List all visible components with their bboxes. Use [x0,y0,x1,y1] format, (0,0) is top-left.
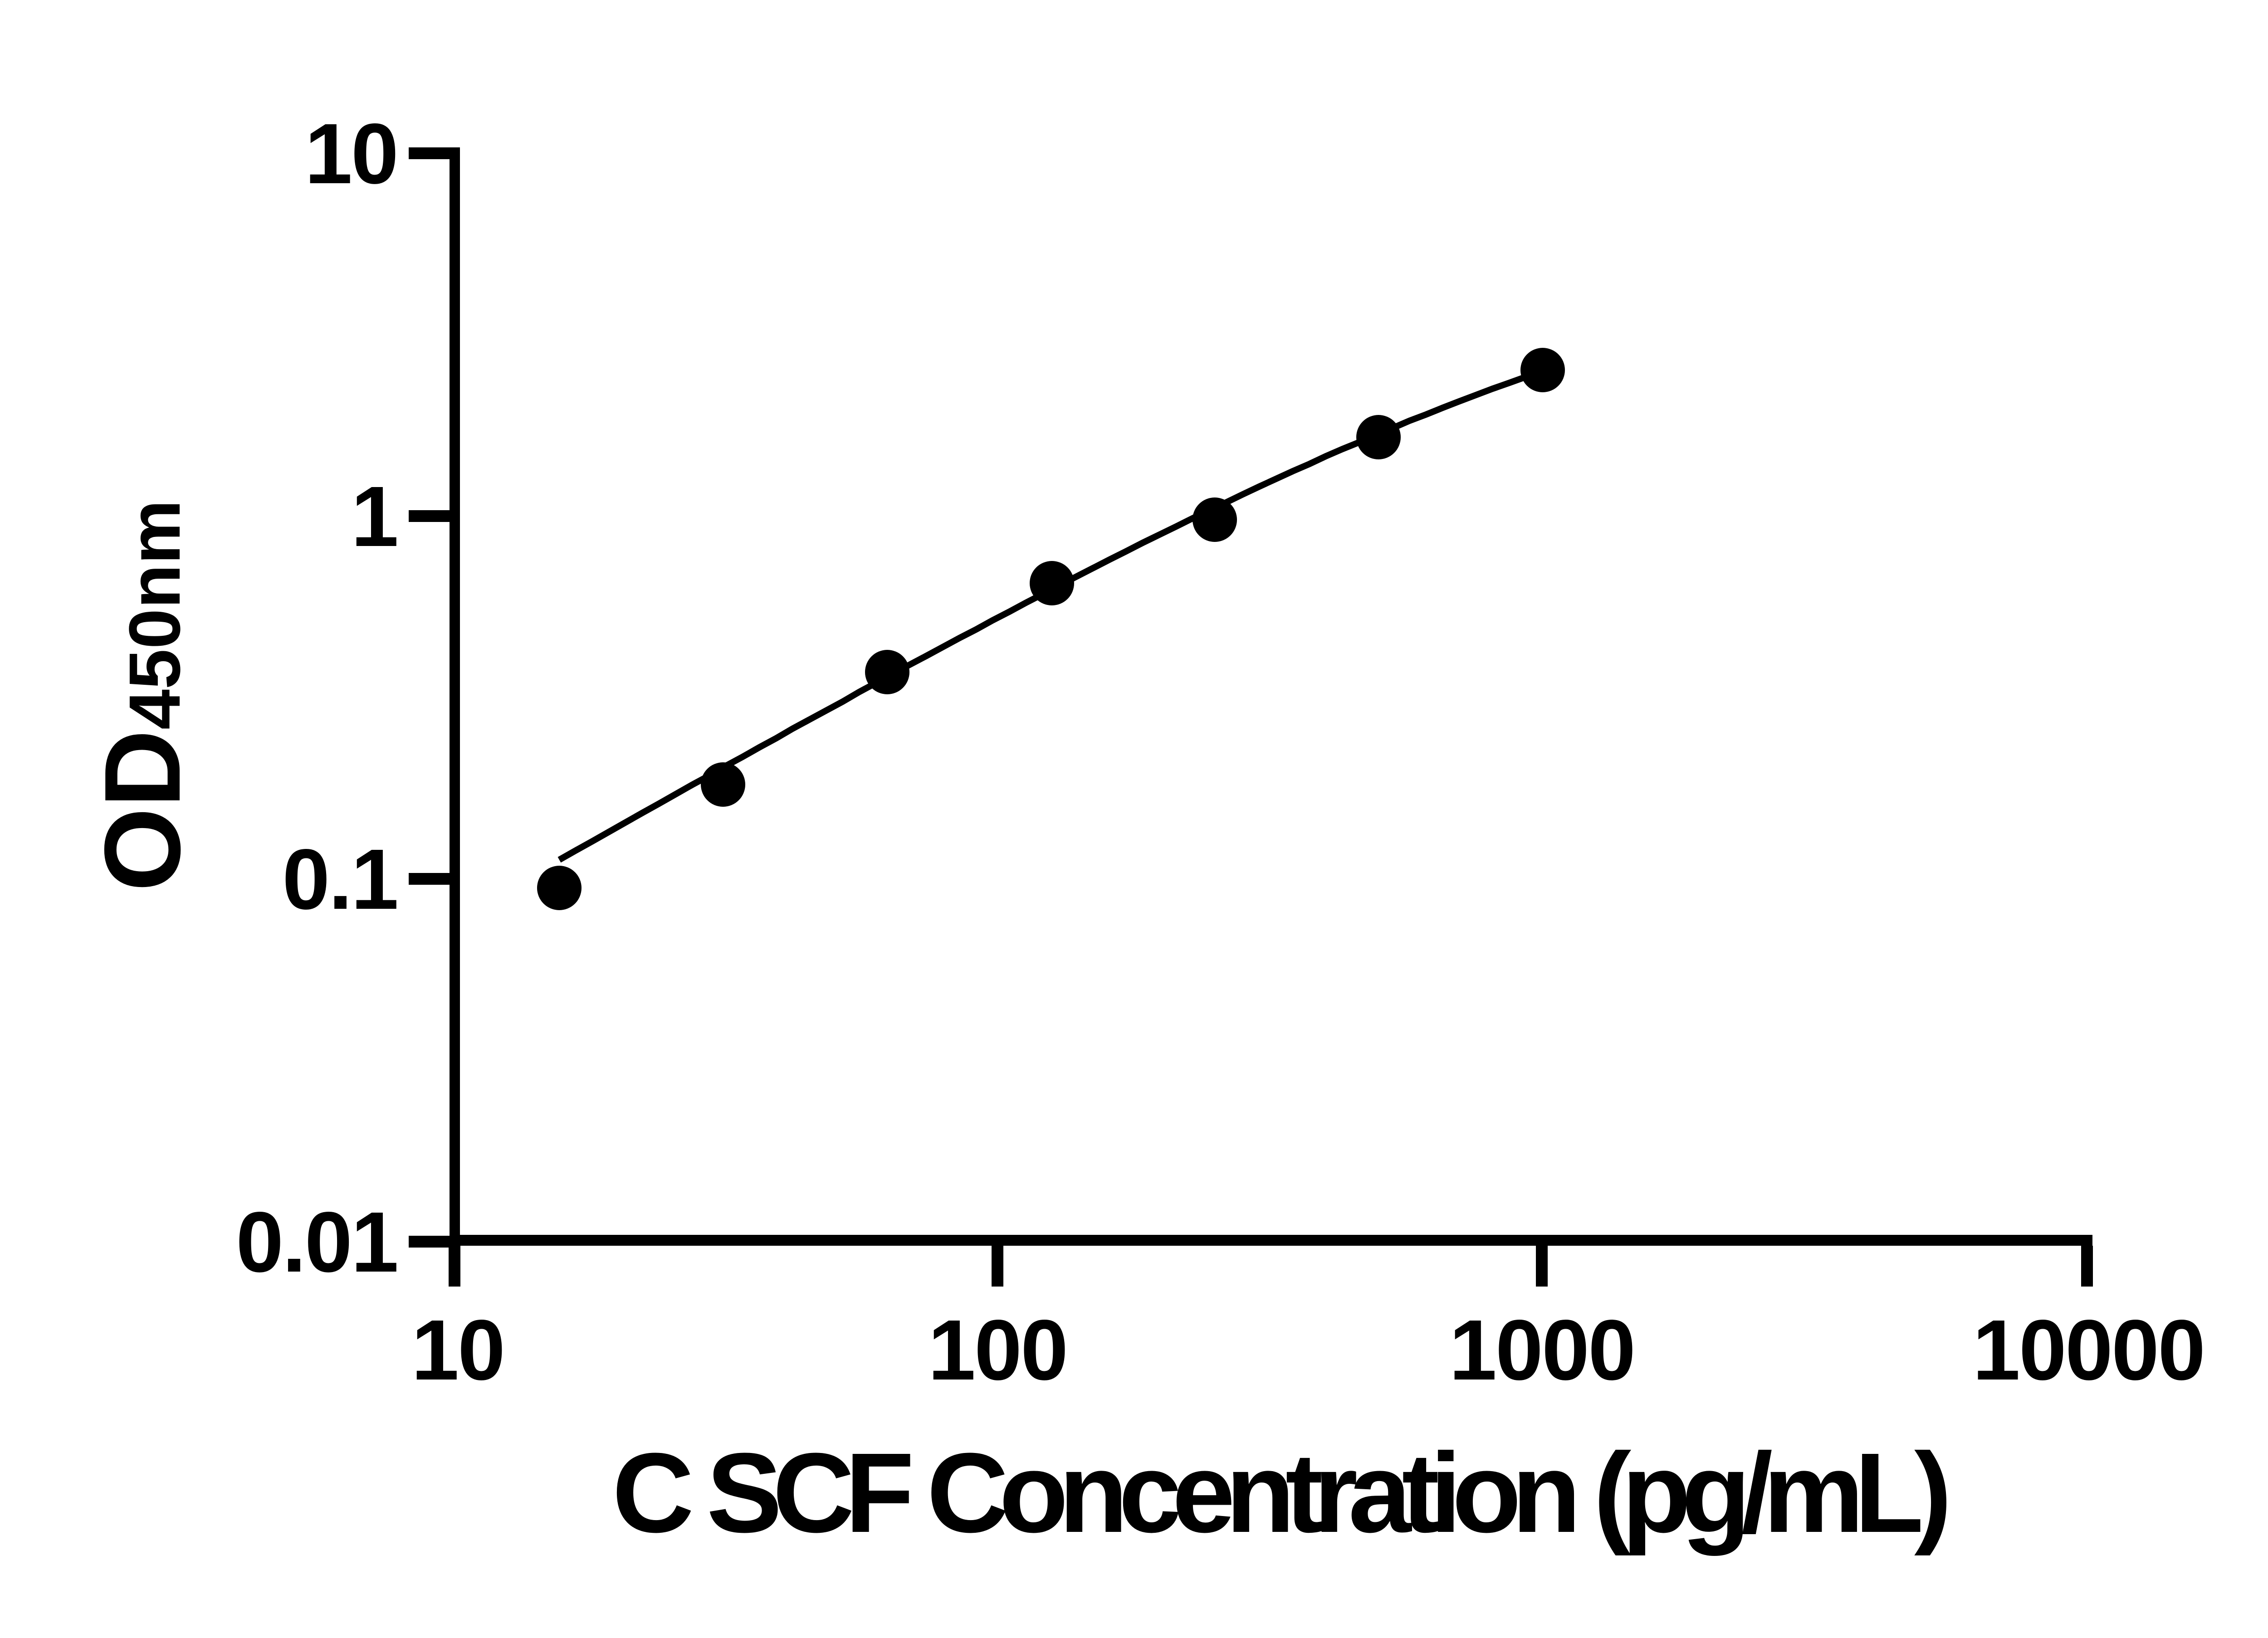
svg-text:C SCF Concentration (pg/mL): C SCF Concentration (pg/mL) [612,1429,1947,1556]
svg-text:0.01: 0.01 [236,1194,397,1290]
svg-text:OD450nm: OD450nm [83,500,203,892]
svg-text:100: 100 [928,1302,1067,1398]
svg-text:10000: 10000 [1973,1302,2204,1398]
svg-text:10: 10 [305,106,397,202]
svg-text:1000: 1000 [1449,1302,1634,1398]
svg-text:1: 1 [351,469,397,565]
svg-text:10: 10 [411,1302,504,1398]
svg-text:0.1: 0.1 [282,832,397,927]
